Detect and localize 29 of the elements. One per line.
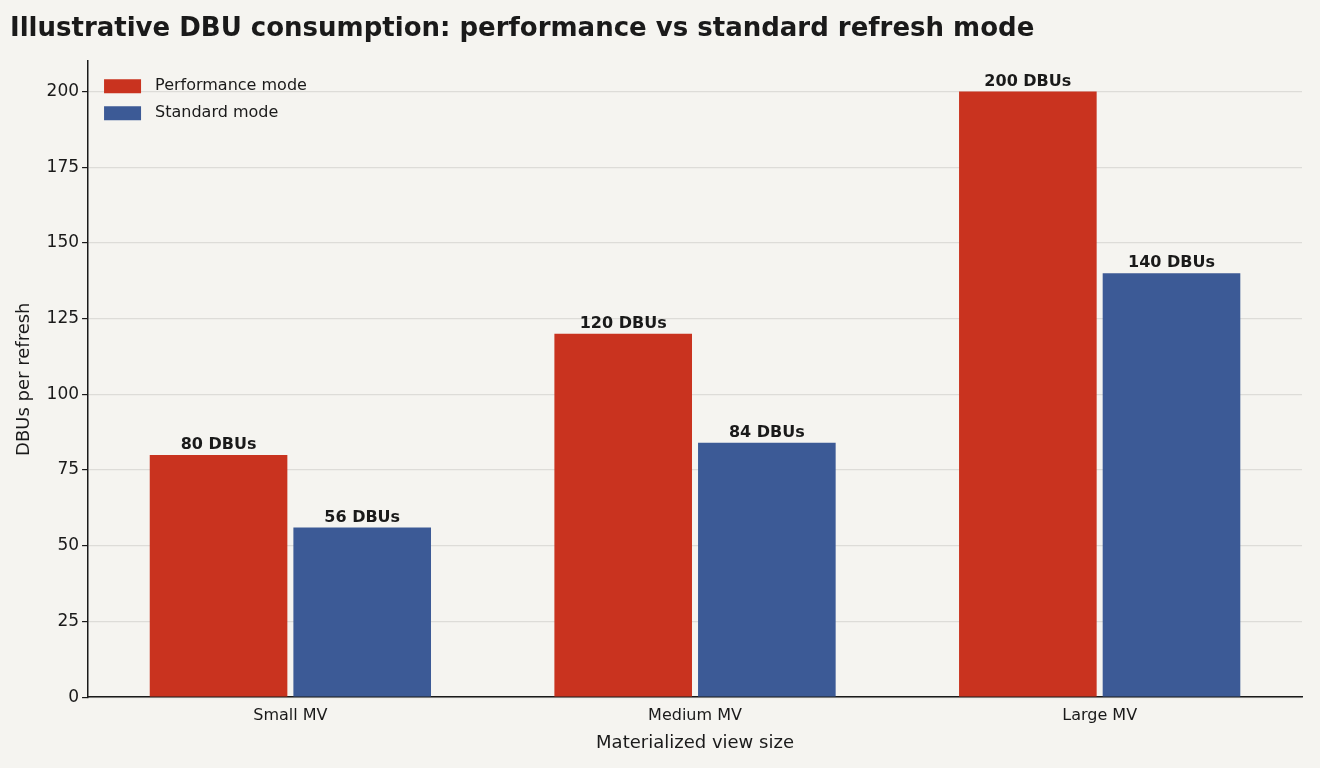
y-tick-label: 50 bbox=[57, 534, 80, 555]
x-axis-title: Materialized view size bbox=[596, 730, 794, 752]
y-tick-label: 150 bbox=[46, 231, 80, 252]
data-label: 56 DBUs bbox=[324, 506, 401, 526]
bar bbox=[959, 91, 1097, 697]
y-tick-label: 200 bbox=[46, 79, 80, 100]
y-tick-label: 0 bbox=[68, 685, 80, 706]
bar bbox=[698, 442, 836, 697]
data-label: 140 DBUs bbox=[1128, 252, 1215, 272]
data-label: 84 DBUs bbox=[728, 421, 805, 441]
bar bbox=[293, 527, 432, 697]
data-label: 200 DBUs bbox=[984, 70, 1072, 90]
y-tick-label: 100 bbox=[46, 382, 80, 403]
y-tick-label: 175 bbox=[46, 155, 80, 176]
x-tick-label: Small MV bbox=[253, 704, 328, 724]
chart-title: Illustrative DBU consumption: performance vs standard refresh mode bbox=[10, 12, 1035, 43]
bar bbox=[554, 333, 693, 697]
y-tick-label: 25 bbox=[57, 609, 80, 630]
legend-label: Standard mode bbox=[155, 102, 279, 122]
bar bbox=[1102, 273, 1241, 697]
y-tick-label: 125 bbox=[46, 307, 80, 328]
y-tick-label: 75 bbox=[57, 458, 80, 479]
data-label: 120 DBUs bbox=[579, 312, 667, 332]
x-tick-label: Large MV bbox=[1062, 704, 1138, 724]
legend-label: Performance mode bbox=[155, 75, 307, 95]
data-label: 80 DBUs bbox=[180, 434, 257, 454]
y-axis-title: DBUs per refresh bbox=[12, 302, 34, 456]
bar bbox=[149, 454, 288, 697]
x-tick-label: Medium MV bbox=[648, 704, 742, 724]
